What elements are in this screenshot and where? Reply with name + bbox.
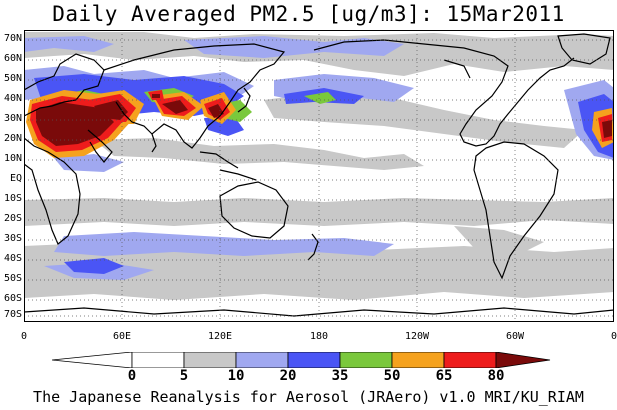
coastlines bbox=[24, 33, 614, 317]
lat-label: 10N bbox=[3, 153, 22, 164]
lon-label: 120W bbox=[404, 331, 430, 342]
lat-label: 10S bbox=[3, 193, 22, 204]
colorbar-cell bbox=[235, 352, 289, 368]
pm25-map bbox=[24, 30, 614, 322]
colorbar-cell bbox=[391, 352, 445, 368]
lat-label: 70S bbox=[3, 309, 22, 320]
colorbar-cell bbox=[183, 352, 237, 368]
lon-label: 180 bbox=[309, 331, 329, 342]
colorbar-cell bbox=[52, 352, 133, 368]
colorbar-label: 65 bbox=[435, 368, 453, 384]
colorbar-label: 10 bbox=[227, 368, 245, 384]
lat-label: 30S bbox=[3, 233, 22, 244]
lat-label: 40N bbox=[3, 93, 22, 104]
colorbar-label: 5 bbox=[179, 368, 189, 384]
lat-label: 70N bbox=[3, 33, 22, 44]
colorbar-cell bbox=[339, 352, 393, 368]
lon-label: 0 bbox=[20, 331, 28, 342]
colorbar-label: 35 bbox=[331, 368, 349, 384]
colorbar-cell bbox=[443, 352, 497, 368]
lon-label: 120E bbox=[207, 331, 233, 342]
lat-label: 40S bbox=[3, 253, 22, 264]
colorbar-label: 0 bbox=[127, 368, 137, 384]
lat-label: 60N bbox=[3, 53, 22, 64]
colorbar-label: 80 bbox=[487, 368, 505, 384]
lon-label: 0 bbox=[610, 331, 617, 342]
lat-label: 50S bbox=[3, 273, 22, 284]
lon-label: 60E bbox=[112, 331, 132, 342]
colorbar-cell bbox=[287, 352, 341, 368]
credit-line: The Japanese Reanalysis for Aerosol (JRA… bbox=[33, 388, 584, 406]
lat-label: 50N bbox=[3, 73, 22, 84]
colorbar-cell bbox=[131, 352, 185, 368]
colorbar-label: 50 bbox=[383, 368, 401, 384]
lat-label: 20N bbox=[3, 133, 22, 144]
colorbar-label: 20 bbox=[279, 368, 297, 384]
graticule bbox=[24, 30, 614, 322]
colorbar-cell bbox=[495, 352, 551, 368]
lat-label: 30N bbox=[3, 113, 22, 124]
lat-label: 20S bbox=[3, 213, 22, 224]
map-title: Daily Averaged PM2.5 [ug/m3]: 15Mar2011 bbox=[52, 2, 565, 26]
lat-label: 60S bbox=[3, 293, 22, 304]
lon-label: 60W bbox=[505, 331, 525, 342]
colorbar bbox=[52, 352, 551, 368]
lat-label: EQ bbox=[9, 173, 22, 184]
